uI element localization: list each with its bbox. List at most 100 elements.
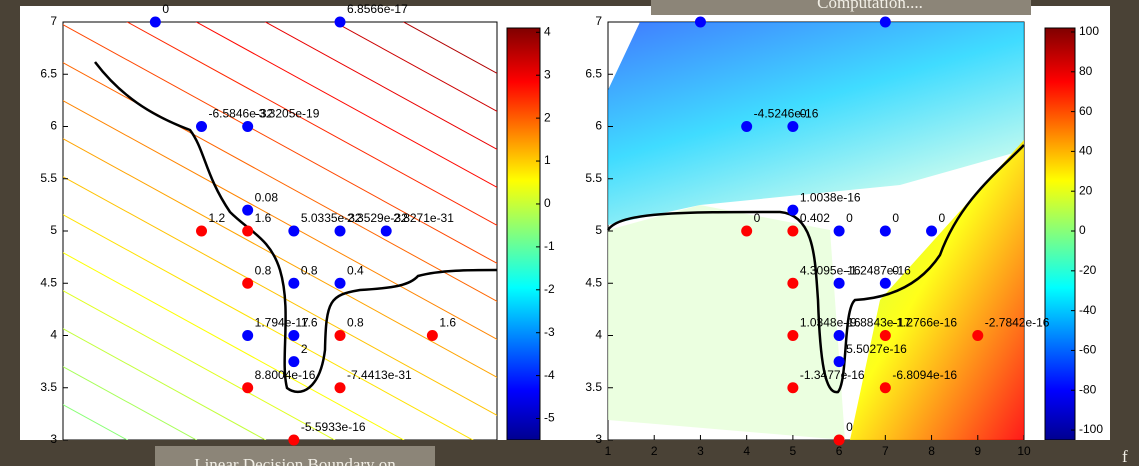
point-label: 0.8 [301,263,318,277]
point-label: 5.0335e-32 [301,211,362,225]
point [926,225,938,237]
colorbar-tick-label: 3 [544,67,551,81]
y-tick-label: 7 [595,14,602,28]
point-label: 0.8 [347,316,364,330]
contour-line [63,62,497,302]
point [833,434,845,446]
x-tick-label: 8 [928,444,935,458]
colorbar-tick-label: 100 [1079,24,1099,38]
point [787,121,799,132]
y-tick-label: 4 [50,328,57,342]
colorbar-tick-label: 20 [1079,183,1093,197]
y-tick-label: 4.5 [40,275,57,289]
y-tick-label: 3 [50,432,57,446]
point [879,382,891,394]
contour-line [63,366,198,440]
point [833,356,845,368]
point-label: -1.2487e-16 [846,263,911,277]
point [833,330,845,341]
y-tick-label: 6.5 [40,66,57,80]
colorbar-tick-label: 60 [1079,104,1093,118]
point [242,277,254,289]
colorbar-tick-label: 2 [544,110,551,124]
point-label: -3.3205e-19 [255,107,320,121]
caption: f [1122,447,1128,466]
x-tick-label: 4 [743,444,750,458]
decision-boundary [94,61,498,394]
point-label: 1.6 [255,211,272,225]
point-label: -5.5933e-16 [301,420,366,434]
y-tick-label: 5.5 [40,171,57,185]
point-label: 1.2 [209,211,226,225]
colorbar [506,27,541,441]
surface-area [608,205,845,440]
surface-area [608,22,1024,225]
contour-line [63,176,497,416]
contour-line [63,214,474,440]
y-tick-label: 3.5 [40,380,57,394]
point [972,330,984,341]
contour-line [63,24,497,264]
y-tick-label: 6.5 [585,66,602,80]
point [833,225,845,237]
axes-left [62,21,498,441]
point-label: -6.8094e-16 [892,368,957,382]
point-label: 5.5027e-16 [846,342,907,356]
colorbar-tick-label: -3 [544,325,555,339]
point [334,382,346,394]
y-tick-label: 4.5 [585,275,602,289]
caption-box [155,446,435,466]
y-tick-label: 5 [595,223,602,237]
colorbar-tick-label: 0 [1079,223,1086,237]
y-tick-label: 6 [595,119,602,133]
colorbar-tick-label: -1 [544,239,555,253]
point [334,225,346,237]
y-tick-label: 5 [50,223,57,237]
point [694,16,706,28]
y-tick-label: 7 [50,14,57,28]
x-tick-label: 2 [651,444,658,458]
caption-box [651,0,1031,15]
point [787,330,799,341]
point-label: 0.402 [800,211,830,225]
point [242,225,254,237]
contour-line [63,328,267,440]
point [242,330,254,341]
point [741,121,753,132]
point-label: 0.08 [255,190,279,204]
point-label: 0.4 [347,263,364,277]
colorbar-tick-label: 40 [1079,144,1093,158]
colorbar-tick-label: 80 [1079,64,1093,78]
point-label: 0.8 [255,263,272,277]
y-tick-label: 3.5 [585,380,602,394]
y-tick-label: 3 [595,432,602,446]
contour-line [195,22,497,188]
contour-line [63,138,497,378]
x-tick-label: 9 [974,444,981,458]
point-label: 6.8566e-17 [347,2,408,16]
decision-boundary [606,144,1025,394]
point-label: 1.6 [301,316,318,330]
point [288,225,300,237]
point-label: -6.5846e-32 [209,107,274,121]
contour-line [264,22,497,150]
contour-line [63,100,497,340]
point [196,121,208,132]
point [242,121,254,132]
contour-line [63,290,336,440]
point-label: 1.0348e-16 [800,316,861,330]
contour-line [63,404,129,440]
point-label: -1.2766e-16 [892,316,957,330]
point-label: 0 [892,211,899,225]
point [149,16,161,28]
point [288,434,300,446]
point-label: 1.6 [439,316,456,330]
x-tick-label: 6 [836,444,843,458]
colorbar-tick-label: -60 [1079,343,1097,357]
point-label: -7.4413e-31 [347,368,412,382]
point-label: -4.5246e-16 [754,107,819,121]
point-label: 4.3095e-16 [800,263,861,277]
y-tick-label: 6 [50,119,57,133]
point [242,382,254,394]
